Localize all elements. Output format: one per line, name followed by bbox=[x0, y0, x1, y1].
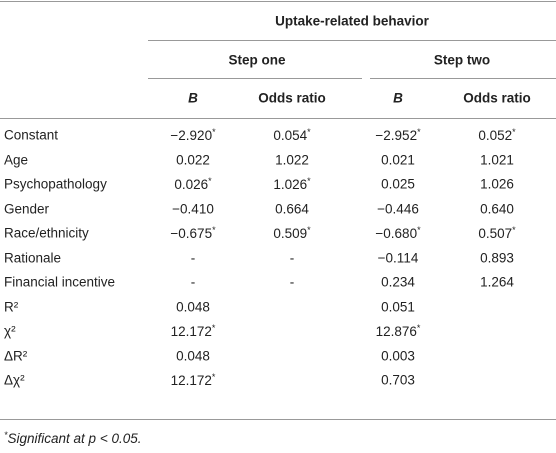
cell: 12.876* bbox=[375, 323, 421, 339]
table-title: Uptake-related behavior bbox=[275, 13, 429, 29]
cell: −0.680* bbox=[375, 225, 421, 241]
row-label: ΔR² bbox=[4, 348, 28, 363]
cell: 0.003 bbox=[381, 348, 415, 363]
footnote: *Significant at p < 0.05. bbox=[4, 430, 142, 446]
cell: 0.703 bbox=[381, 372, 415, 388]
cell: 12.172* bbox=[170, 323, 216, 339]
cell: 0.051 bbox=[381, 299, 415, 314]
cell: −0.446 bbox=[377, 201, 419, 216]
row-label: Psychopathology bbox=[4, 176, 107, 192]
row-label: Race/ethnicity bbox=[4, 225, 89, 241]
cell: 0.893 bbox=[480, 250, 514, 265]
cell: 0.509* bbox=[273, 225, 311, 241]
cell: - bbox=[190, 274, 196, 290]
cell: 1.026* bbox=[273, 176, 311, 192]
column-header: Odds ratio bbox=[258, 90, 326, 106]
rule bbox=[148, 78, 362, 79]
cell: −0.675* bbox=[170, 225, 216, 241]
cell: 0.052* bbox=[478, 127, 516, 143]
cell: 1.021 bbox=[480, 152, 514, 167]
cell: 0.048 bbox=[176, 299, 210, 314]
row-label: χ² bbox=[4, 323, 16, 339]
row-label: Constant bbox=[4, 127, 59, 143]
rule bbox=[370, 78, 556, 79]
row-label: Age bbox=[4, 152, 29, 167]
cell: - bbox=[190, 250, 196, 265]
row-label: Rationale bbox=[4, 250, 62, 265]
cell: 0.234 bbox=[381, 274, 415, 290]
cell: 0.021 bbox=[381, 152, 415, 167]
row-label: R² bbox=[4, 299, 19, 314]
cell: −2.920* bbox=[170, 127, 216, 143]
step-header: Step one bbox=[228, 52, 286, 68]
row-label: Financial incentive bbox=[4, 274, 116, 290]
cell: 0.022 bbox=[176, 152, 210, 167]
step-header: Step two bbox=[433, 52, 491, 68]
cell: 0.640 bbox=[480, 201, 514, 216]
rule bbox=[0, 1, 556, 2]
cell: - bbox=[289, 274, 295, 290]
cell: −0.114 bbox=[377, 250, 419, 265]
cell: −2.952* bbox=[375, 127, 421, 143]
cell: 0.025 bbox=[381, 176, 415, 192]
rule bbox=[0, 118, 556, 119]
column-header: B bbox=[393, 90, 403, 106]
row-label: Gender bbox=[4, 201, 50, 216]
cell: 0.048 bbox=[176, 348, 210, 363]
column-header: B bbox=[188, 90, 198, 106]
cell: 1.026 bbox=[480, 176, 514, 192]
cell: 0.026* bbox=[174, 176, 212, 192]
rule bbox=[148, 40, 556, 41]
cell: −0.410 bbox=[172, 201, 214, 216]
cell: 0.507* bbox=[478, 225, 516, 241]
cell: 12.172* bbox=[170, 372, 216, 388]
row-label: Δχ² bbox=[4, 372, 25, 388]
cell: - bbox=[289, 250, 295, 265]
cell: 1.022 bbox=[275, 152, 309, 167]
rule bbox=[0, 419, 556, 420]
cell: 0.054* bbox=[273, 127, 311, 143]
column-header: Odds ratio bbox=[463, 90, 531, 106]
cell: 1.264 bbox=[480, 274, 514, 290]
cell: 0.664 bbox=[275, 201, 309, 216]
